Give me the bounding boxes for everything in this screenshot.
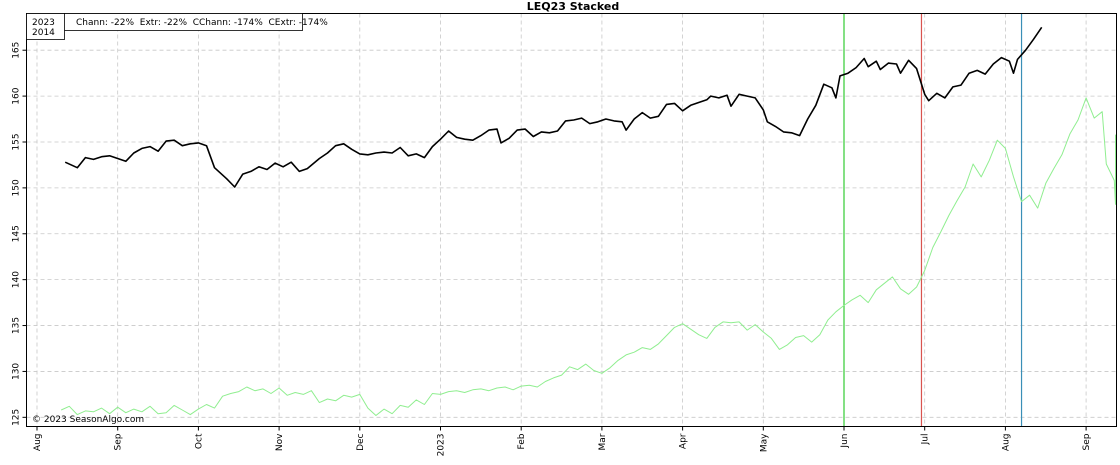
x-axis-ticks: Aug Sep Oct Nov Dec 2023 Feb Mar Apr May Jun Jul Aug… xyxy=(33,426,1092,457)
y-axis-ticks: 125 130 135 140 145 150 155 160 165 xyxy=(12,42,27,426)
x-tick-label: Aug xyxy=(33,434,43,452)
x-tick-label: Sep xyxy=(1082,433,1092,450)
plot-frame xyxy=(26,13,1117,427)
series-line-2014 xyxy=(60,97,1116,416)
x-tick-label: Jun xyxy=(840,434,850,449)
legend-entry-2023: 2023 xyxy=(32,18,55,28)
chart-title: LEQ23 Stacked xyxy=(527,0,620,13)
x-tick-label: Dec xyxy=(356,433,366,450)
y-tick-label: 160 xyxy=(12,87,22,104)
y-tick-label: 165 xyxy=(12,42,22,59)
y-tick-label: 130 xyxy=(12,363,22,380)
x-tick-label: Mar xyxy=(598,433,608,450)
legend-entry-2014: 2014 xyxy=(32,28,55,38)
x-tick-label: Oct xyxy=(194,433,204,449)
x-tick-label: May xyxy=(759,433,769,452)
legend: 2023 2014 Chann: -22% Extr: -22% CChann:… xyxy=(26,13,328,40)
y-tick-label: 150 xyxy=(12,179,22,196)
x-tick-label: Nov xyxy=(275,433,285,451)
x-tick-label: Apr xyxy=(679,433,689,449)
x-tick-label: Jul xyxy=(921,434,931,446)
legend-stats: Chann: -22% Extr: -22% CChann: -174% CEx… xyxy=(76,18,328,28)
series-lines xyxy=(60,26,1116,416)
grid xyxy=(26,13,1117,427)
y-tick-label: 125 xyxy=(12,409,22,426)
series-line-2023 xyxy=(64,26,1043,188)
y-tick-label: 140 xyxy=(12,271,22,288)
y-tick-label: 135 xyxy=(12,317,22,334)
copyright-text: © 2023 SeasonAlgo.com xyxy=(32,415,144,425)
y-tick-label: 155 xyxy=(12,133,22,150)
x-tick-label: Sep xyxy=(114,433,124,450)
x-tick-label: 2023 xyxy=(437,434,447,457)
x-tick-label: Feb xyxy=(517,433,527,449)
x-tick-label: Aug xyxy=(1001,434,1011,452)
y-tick-label: 145 xyxy=(12,225,22,242)
